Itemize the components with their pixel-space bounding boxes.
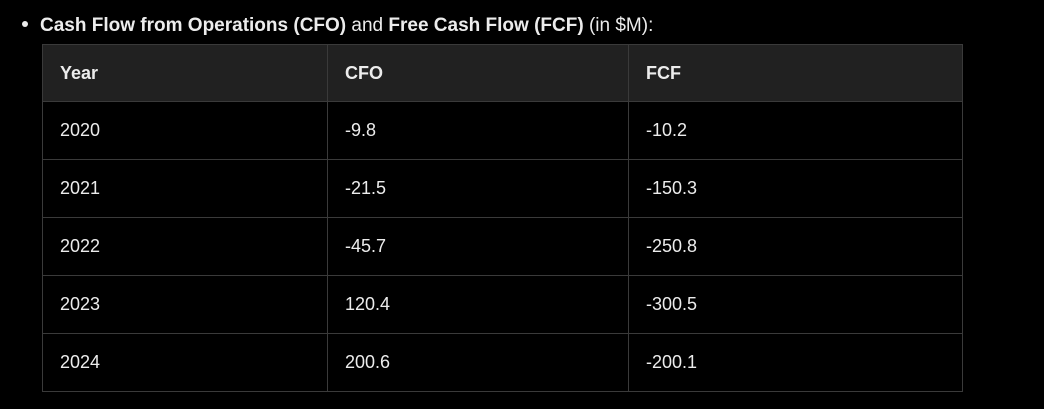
header-year: Year xyxy=(42,44,328,102)
cell-cfo: -9.8 xyxy=(327,101,629,160)
cell-cfo: 200.6 xyxy=(327,333,629,392)
cell-fcf: -250.8 xyxy=(628,217,963,276)
bullet-icon xyxy=(22,20,28,27)
cell-fcf: -200.1 xyxy=(628,333,963,392)
cell-year: 2024 xyxy=(42,333,328,392)
cell-year: 2021 xyxy=(42,159,328,218)
heading-units: (in $M): xyxy=(583,15,654,36)
cell-fcf: -150.3 xyxy=(628,159,963,218)
table-row: 2023 120.4 -300.5 xyxy=(42,275,963,334)
cash-flow-table-container: Year CFO FCF 2020 -9.8 -10.2 2021 -21.5 … xyxy=(42,44,963,392)
cell-cfo: -21.5 xyxy=(327,159,629,218)
heading-fcf-label: Free Cash Flow (FCF) xyxy=(388,15,584,36)
table-header-row: Year CFO FCF xyxy=(42,44,963,102)
table-row: 2021 -21.5 -150.3 xyxy=(42,159,963,218)
cash-flow-table: Year CFO FCF 2020 -9.8 -10.2 2021 -21.5 … xyxy=(42,44,963,392)
cell-cfo: 120.4 xyxy=(327,275,629,334)
cell-cfo: -45.7 xyxy=(327,217,629,276)
table-row: 2020 -9.8 -10.2 xyxy=(42,101,963,160)
cell-year: 2023 xyxy=(42,275,328,334)
cell-year: 2020 xyxy=(42,101,328,160)
header-fcf: FCF xyxy=(628,44,963,102)
cell-fcf: -10.2 xyxy=(628,101,963,160)
heading-connector: and xyxy=(346,15,389,36)
table-row: 2024 200.6 -200.1 xyxy=(42,333,963,392)
table-row: 2022 -45.7 -250.8 xyxy=(42,217,963,276)
header-cfo: CFO xyxy=(327,44,629,102)
cell-year: 2022 xyxy=(42,217,328,276)
heading-cfo-label: Cash Flow from Operations (CFO) xyxy=(40,15,347,36)
bullet-heading: Cash Flow from Operations (CFO) and Free… xyxy=(22,14,653,38)
cell-fcf: -300.5 xyxy=(628,275,963,334)
